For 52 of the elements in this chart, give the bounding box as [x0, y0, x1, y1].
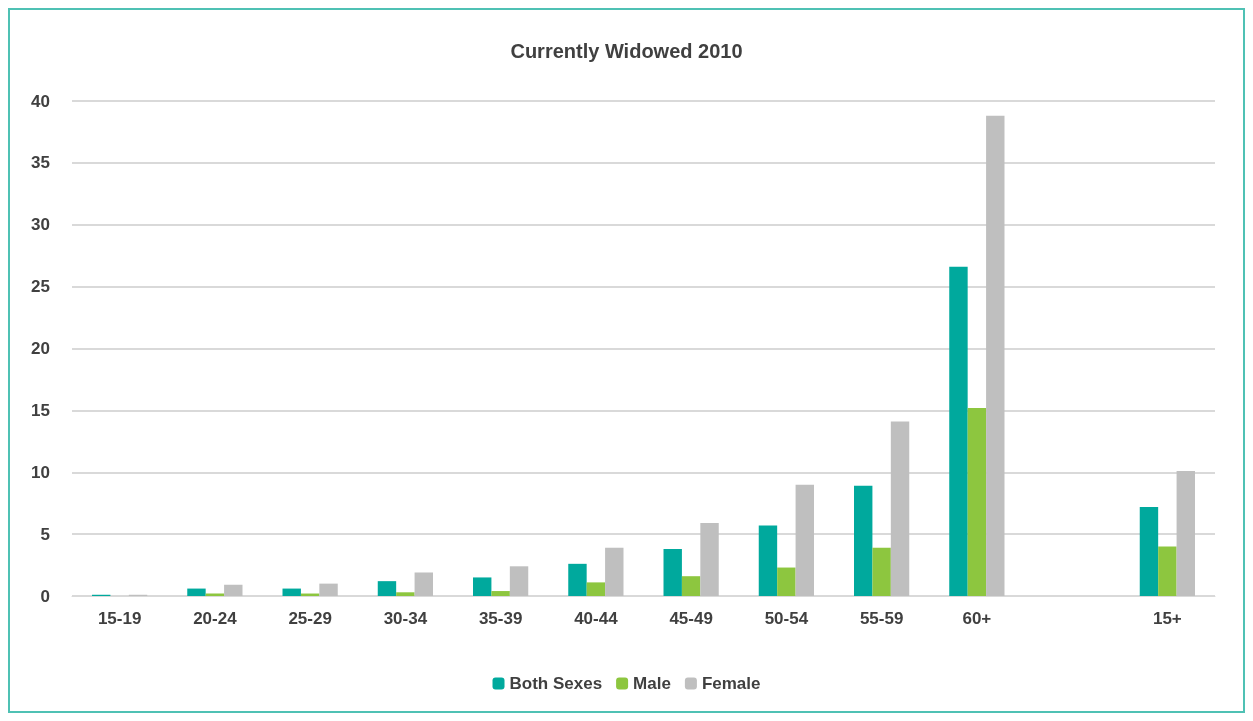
- bar: [890, 421, 910, 596]
- y-tick-label: 0: [40, 586, 50, 606]
- y-tick-label: 40: [31, 91, 50, 111]
- bar: [282, 588, 301, 596]
- bar: [605, 547, 624, 596]
- x-tick-label: 15-19: [97, 609, 142, 628]
- y-tick-label: 30: [31, 215, 50, 235]
- y-tick-label: 35: [31, 153, 50, 173]
- bar: [777, 567, 796, 596]
- bar: [396, 592, 415, 596]
- x-tick-label: 25-29: [288, 609, 332, 628]
- chart-title: Currently Widowed 2010: [510, 40, 743, 62]
- x-tick-label: 60+: [962, 609, 992, 628]
- bar: [319, 583, 338, 596]
- y-tick-label: 5: [40, 524, 50, 544]
- bar: [491, 591, 510, 596]
- bar: [967, 407, 987, 596]
- bar: [663, 548, 682, 596]
- bar: [187, 588, 206, 596]
- x-tick-label: 30-34: [383, 609, 428, 628]
- x-tick-label: 45-49: [669, 609, 713, 628]
- bar: [949, 266, 968, 596]
- y-tick-label: 25: [31, 277, 50, 297]
- x-tick-label: 35-39: [478, 609, 523, 628]
- legend-label: Both Sexes: [509, 674, 603, 693]
- bar: [681, 576, 701, 596]
- bar: [795, 484, 814, 596]
- bar: [758, 525, 778, 596]
- legend-label: Male: [633, 674, 671, 693]
- bar: [1158, 546, 1177, 596]
- bar: [586, 582, 606, 596]
- x-tick-label: 15+: [1152, 609, 1182, 628]
- bar: [377, 581, 397, 596]
- bar: [414, 572, 433, 596]
- y-tick-label: 20: [31, 339, 50, 358]
- y-tick-label: 10: [31, 462, 50, 482]
- legend-label: Female: [701, 674, 761, 693]
- bar: [1139, 506, 1159, 596]
- bar: [473, 577, 492, 596]
- bar: [872, 547, 891, 596]
- bar: [224, 584, 243, 596]
- bar: [509, 566, 529, 596]
- x-tick-label: 40-44: [574, 609, 619, 628]
- x-tick-label: 55-59: [859, 609, 904, 628]
- bar: [854, 485, 873, 596]
- bar: [700, 522, 719, 596]
- y-tick-label: 15: [31, 400, 50, 420]
- x-tick-label: 50-54: [764, 609, 809, 628]
- x-tick-label: 20-24: [193, 609, 238, 628]
- bar: [568, 563, 587, 596]
- bar: [986, 115, 1005, 596]
- bar: [1176, 471, 1195, 596]
